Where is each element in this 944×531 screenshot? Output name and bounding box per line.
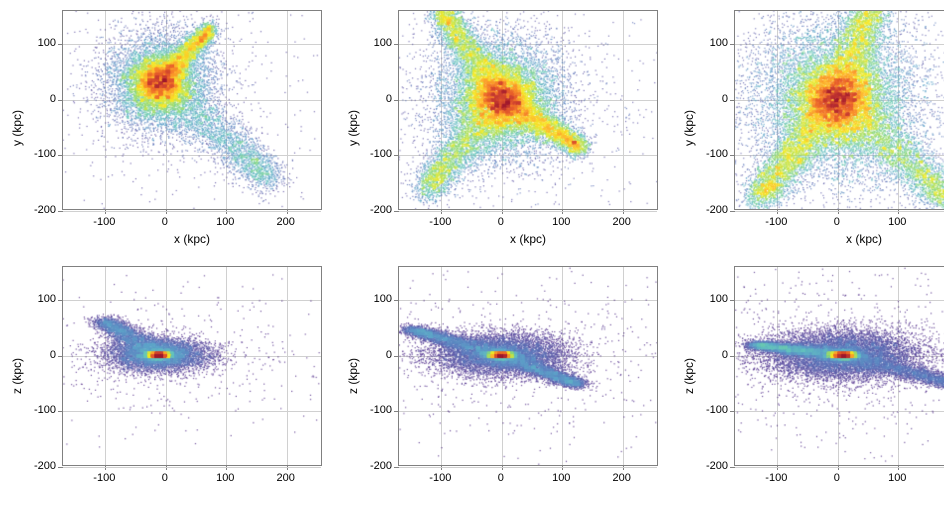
panel-p4: z (kpc) -200 -100 0 100 -100 0 100 200 <box>10 266 336 486</box>
x-axis-label: x (kpc) <box>398 232 658 246</box>
panel-p6: z (kpc)-200-1000100-1000100200 <box>682 266 944 486</box>
y-axis-label: z (kpc) <box>682 358 696 394</box>
y-axis-label: y (kpc) <box>346 110 360 146</box>
x-tick-label: 100 <box>552 472 570 484</box>
x-tick-label: 0 <box>834 472 840 484</box>
y-tick-label: 100 <box>374 293 392 305</box>
panel-p3: y (kpc)-200-1000100-1000100200x (kpc) <box>682 10 944 246</box>
density-scatter <box>735 11 944 209</box>
y-tick-label: 100 <box>38 293 56 305</box>
x-axis-label: x (kpc) <box>734 232 944 246</box>
y-tick-label: -200 <box>34 460 56 472</box>
x-tick-label: 100 <box>552 216 570 228</box>
y-tick-label: -100 <box>370 404 392 416</box>
x-tick-label: 0 <box>498 216 504 228</box>
x-tick-label: 0 <box>162 472 168 484</box>
x-tick-label: 100 <box>216 472 234 484</box>
density-scatter <box>63 267 321 465</box>
y-tick-label: -100 <box>34 404 56 416</box>
x-tick-label: 100 <box>888 472 906 484</box>
x-tick-label: 200 <box>613 472 631 484</box>
y-tick-label: -200 <box>370 460 392 472</box>
panel-p1: y (kpc) -200 -100 0 100 -100 0 100 200 x (kpc) <box>10 10 336 246</box>
y-tick-label: -100 <box>706 148 728 160</box>
plot-area <box>62 266 322 466</box>
y-tick-label: 100 <box>710 37 728 49</box>
plot-area <box>734 266 944 466</box>
plot-area <box>734 10 944 210</box>
figure-grid: y (kpc)-200-1000100-1000100200x (kpc)y (… <box>10 10 934 486</box>
y-tick-label: 0 <box>722 349 728 361</box>
plot-area <box>398 10 658 210</box>
x-tick-label: -100 <box>93 472 115 484</box>
x-tick-label: 0 <box>162 216 168 228</box>
y-tick-label: -100 <box>370 148 392 160</box>
y-axis-label: y (kpc) <box>682 110 696 146</box>
y-tick-label: 0 <box>722 93 728 105</box>
y-tick-label: -200 <box>706 204 728 216</box>
plot-area <box>62 10 322 210</box>
x-tick-label: 200 <box>613 216 631 228</box>
y-tick-label: -100 <box>34 148 56 160</box>
density-scatter <box>399 11 657 209</box>
x-tick-label: -100 <box>429 472 451 484</box>
y-axis-label: y (kpc) <box>10 110 24 146</box>
y-tick-label: 100 <box>38 37 56 49</box>
y-tick-label: 100 <box>374 37 392 49</box>
x-tick-label: 100 <box>216 216 234 228</box>
x-axis-label: x (kpc) <box>62 232 322 246</box>
y-tick-label: 100 <box>710 293 728 305</box>
density-scatter <box>399 267 657 465</box>
x-tick-label: 0 <box>834 216 840 228</box>
y-axis-label: z (kpc) <box>346 358 360 394</box>
x-tick-label: -100 <box>765 216 787 228</box>
y-tick-label: 0 <box>50 349 56 361</box>
x-tick-label: -100 <box>429 216 451 228</box>
y-tick-label: -200 <box>370 204 392 216</box>
y-tick-label: -200 <box>706 460 728 472</box>
density-scatter <box>63 11 321 209</box>
y-tick-label: -200 <box>34 204 56 216</box>
x-tick-label: 200 <box>277 216 295 228</box>
x-tick-label: -100 <box>765 472 787 484</box>
x-tick-label: 0 <box>498 472 504 484</box>
x-tick-label: 100 <box>888 216 906 228</box>
y-tick-label: 0 <box>386 349 392 361</box>
x-tick-label: 200 <box>277 472 295 484</box>
y-tick-label: 0 <box>386 93 392 105</box>
panel-p2: y (kpc) -200 -100 0 100 -100 0 100 200 x (kpc) <box>346 10 672 246</box>
y-axis-label: z (kpc) <box>10 358 24 394</box>
density-scatter <box>735 267 944 465</box>
y-tick-label: 0 <box>50 93 56 105</box>
plot-area <box>398 266 658 466</box>
panel-p5: z (kpc) -200 -100 0 100 -100 0 100 200 <box>346 266 672 486</box>
x-tick-label: -100 <box>93 216 115 228</box>
y-tick-label: -100 <box>706 404 728 416</box>
